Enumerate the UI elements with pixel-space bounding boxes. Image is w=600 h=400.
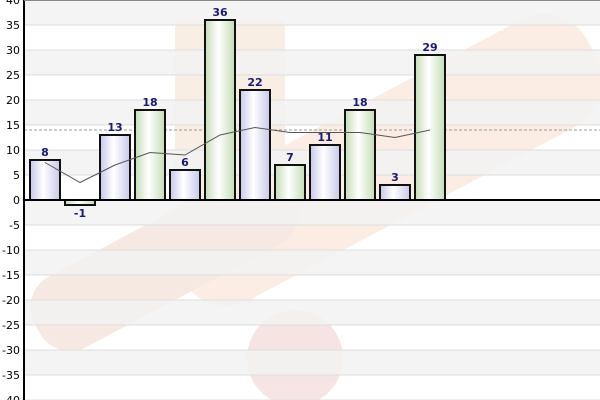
grid-band xyxy=(24,250,600,275)
y-tick-label: 40 xyxy=(6,0,20,7)
bar xyxy=(29,159,61,201)
y-tick-label: 25 xyxy=(6,69,20,82)
data-label: 29 xyxy=(422,41,437,54)
data-label: 8 xyxy=(41,146,49,159)
bar xyxy=(169,169,201,201)
bar xyxy=(344,109,376,201)
y-tick-label: 15 xyxy=(6,119,20,132)
y-tick-label: 35 xyxy=(6,19,20,32)
y-tick-label: 30 xyxy=(6,44,20,57)
data-label: 13 xyxy=(107,121,122,134)
data-label: 7 xyxy=(286,151,294,164)
data-label: 11 xyxy=(317,131,332,144)
data-label: 22 xyxy=(247,76,262,89)
y-tick-labels: 40 35 30 25 20 15 10 5 0 -5 -10 -15 -20 -25 -30 -35 -40 xyxy=(2,0,20,400)
y-tick-label: -40 xyxy=(2,394,20,400)
bar xyxy=(134,109,166,201)
bar xyxy=(99,134,131,201)
data-label: 18 xyxy=(352,96,367,109)
trend-line xyxy=(44,126,431,184)
y-tick-label: -25 xyxy=(2,319,20,332)
y-tick-label: 5 xyxy=(13,169,20,182)
data-label: -1 xyxy=(74,207,86,220)
bar xyxy=(239,89,271,201)
trend-line-path xyxy=(44,126,431,184)
y-tick-label: -15 xyxy=(2,269,20,282)
y-tick-label: 10 xyxy=(6,144,20,157)
bar xyxy=(379,184,411,201)
y-tick-label: 0 xyxy=(13,194,20,207)
data-label: 6 xyxy=(181,156,189,169)
data-labels: 8 -1 13 18 6 36 22 7 11 18 3 29 xyxy=(41,6,437,220)
bar-series xyxy=(29,19,446,206)
grid-band xyxy=(24,350,600,375)
y-tick-label: -30 xyxy=(2,344,20,357)
grid-band xyxy=(24,100,600,125)
data-label: 18 xyxy=(142,96,157,109)
y-tick-label: -10 xyxy=(2,244,20,257)
y-tick-label: -35 xyxy=(2,369,20,382)
grid-band xyxy=(24,50,600,75)
bar xyxy=(309,144,341,201)
bar xyxy=(204,19,236,201)
bar xyxy=(414,54,446,201)
bar xyxy=(274,164,306,201)
axes xyxy=(23,0,600,400)
grid-band xyxy=(24,300,600,325)
data-label: 3 xyxy=(391,171,399,184)
y-tick-label: -20 xyxy=(2,294,20,307)
data-label: 36 xyxy=(212,6,228,19)
grid-band xyxy=(24,0,600,25)
y-tick-label: 20 xyxy=(6,94,20,107)
y-tick-label: -5 xyxy=(9,219,20,232)
grid-band xyxy=(24,200,600,225)
